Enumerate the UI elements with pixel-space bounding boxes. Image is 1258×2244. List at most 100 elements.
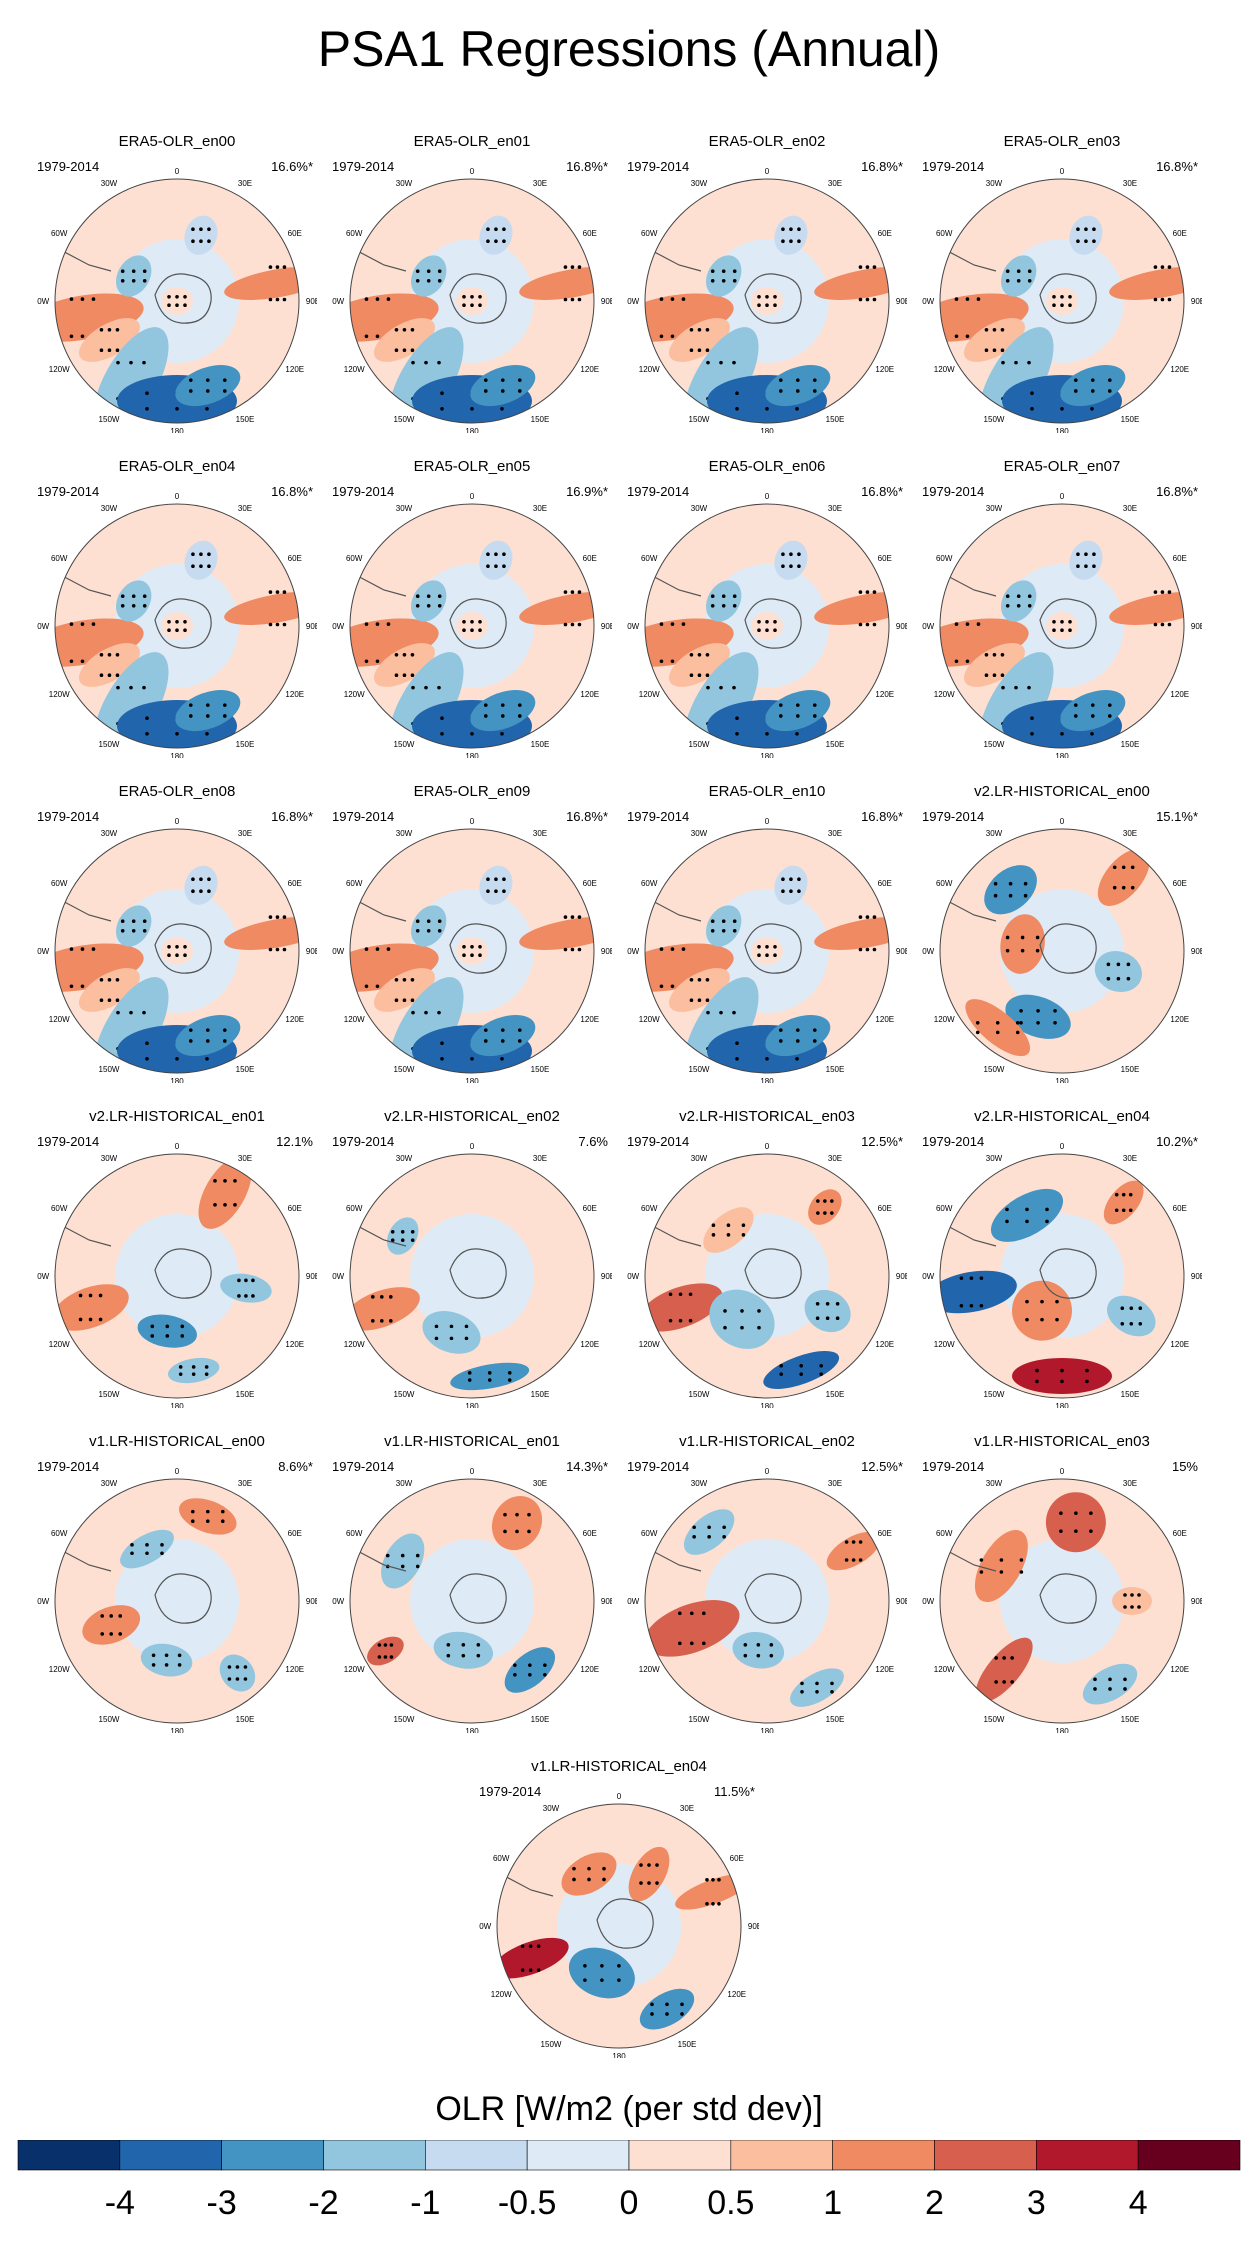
significance-dot bbox=[470, 953, 474, 957]
polar-map: 0 30E 60E 90E 120E 150E 180 150W 120W 90W 60W 30W bbox=[627, 167, 907, 433]
lon-label: 150W bbox=[99, 1715, 120, 1724]
significance-dot bbox=[486, 877, 490, 882]
significance-dot bbox=[426, 594, 431, 598]
lon-label: 120E bbox=[580, 690, 599, 699]
lon-label: 150W bbox=[99, 740, 120, 749]
panel-title: v1.LR-HISTORICAL_en04 bbox=[531, 1758, 707, 1775]
significance-dot bbox=[282, 622, 287, 627]
significance-dot bbox=[789, 877, 793, 882]
colorbar: -4 -3 -2 -1 -0.5 0 0.5 1 2 3 4 bbox=[17, 2140, 1241, 2222]
antarctica-coastline bbox=[1039, 923, 1097, 974]
lon-label: 60E bbox=[288, 554, 302, 563]
lon-label: 120E bbox=[1170, 1015, 1189, 1024]
significance-dot bbox=[765, 945, 769, 949]
significance-dot bbox=[789, 552, 793, 557]
significance-dot bbox=[486, 552, 490, 557]
significance-dot bbox=[1085, 1368, 1089, 1373]
significance-dot bbox=[1112, 865, 1117, 870]
significance-dot bbox=[411, 685, 415, 690]
significance-dot bbox=[954, 334, 959, 339]
significance-dot bbox=[500, 703, 505, 707]
significance-dot bbox=[769, 1643, 774, 1647]
panel-title: v2.LR-HISTORICAL_en04 bbox=[974, 1108, 1150, 1125]
field-anomaly bbox=[940, 1270, 1017, 1314]
significance-dot bbox=[411, 360, 415, 365]
significance-dot bbox=[386, 622, 391, 626]
lon-label: 120E bbox=[580, 1340, 599, 1349]
lon-label: 150E bbox=[236, 740, 255, 749]
significance-dot bbox=[1137, 1593, 1141, 1597]
figure-title: PSA1 Regressions (Annual) bbox=[317, 21, 941, 77]
field-anomaly bbox=[367, 1636, 404, 1666]
field-anomaly bbox=[137, 1314, 197, 1348]
lon-label: 30W bbox=[543, 1804, 560, 1813]
polar-map: 0 30E 60E 90E 120E 150E 180 150W 120W 90W 60W 30W bbox=[332, 1467, 612, 1733]
significance-dot bbox=[204, 1365, 209, 1369]
significance-dot bbox=[707, 1525, 711, 1530]
significance-dot bbox=[1128, 1208, 1133, 1213]
lon-label: 180 bbox=[465, 427, 479, 433]
significance-dot bbox=[464, 1324, 469, 1329]
significance-dot bbox=[1035, 1368, 1039, 1373]
lon-label: 90W bbox=[37, 1597, 50, 1606]
significance-dot bbox=[1090, 378, 1095, 382]
panel-title: v2.LR-HISTORICAL_en02 bbox=[384, 1108, 560, 1125]
significance-dot bbox=[975, 1021, 980, 1025]
significance-dot bbox=[175, 303, 179, 307]
field-anomaly bbox=[433, 1631, 494, 1669]
significance-dot bbox=[705, 653, 710, 657]
lon-label: 150W bbox=[689, 415, 710, 424]
significance-dot bbox=[697, 673, 702, 677]
significance-dot bbox=[178, 1365, 183, 1369]
significance-dot bbox=[470, 303, 474, 307]
significance-dot bbox=[1019, 1008, 1023, 1013]
significance-dot bbox=[1074, 1511, 1078, 1516]
significance-dot bbox=[765, 732, 769, 736]
significance-dot bbox=[222, 1028, 227, 1032]
significance-dot bbox=[1076, 227, 1080, 232]
significance-dot bbox=[1055, 1317, 1059, 1322]
map-panel: ERA5-OLR_en00 1979-2014 16.6%* 0 30E 60E 90E 12… bbox=[37, 133, 317, 433]
significance-dot bbox=[778, 389, 783, 393]
significance-dot bbox=[415, 594, 420, 598]
lon-label: 150E bbox=[1121, 740, 1140, 749]
significance-dot bbox=[500, 407, 504, 411]
significance-dot bbox=[797, 889, 801, 894]
field-anomaly bbox=[381, 1533, 425, 1589]
significance-dot bbox=[572, 1877, 576, 1882]
significance-dot bbox=[109, 1632, 114, 1636]
significance-dot bbox=[494, 877, 498, 882]
lon-label: 60W bbox=[936, 879, 953, 888]
significance-dot bbox=[781, 239, 785, 244]
significance-dot bbox=[1005, 1219, 1009, 1224]
significance-dot bbox=[1092, 564, 1096, 569]
significance-dot bbox=[167, 303, 171, 307]
significance-dot bbox=[385, 1553, 390, 1558]
significance-dot bbox=[120, 919, 125, 923]
significance-dot bbox=[410, 673, 415, 677]
significance-dot bbox=[1002, 1656, 1006, 1660]
significance-dot bbox=[69, 334, 74, 339]
lon-label: 30W bbox=[396, 179, 413, 188]
significance-dot bbox=[190, 1519, 195, 1524]
panel-variance-pct: 11.5%* bbox=[714, 1784, 755, 1799]
significance-dot bbox=[478, 620, 482, 624]
south-america-coastline bbox=[645, 571, 702, 597]
polar-map: 0 30E 60E 90E 120E 150E 180 150W 120W 90W 60W 30W bbox=[37, 1467, 317, 1733]
lon-label: 150E bbox=[1121, 1715, 1140, 1724]
lon-label: 90W bbox=[332, 1272, 345, 1281]
field-anomaly bbox=[1000, 914, 1045, 974]
lon-label: 30W bbox=[986, 829, 1003, 838]
lon-label: 180 bbox=[760, 1727, 774, 1733]
field-anomaly bbox=[808, 1189, 842, 1225]
significance-dot bbox=[1160, 590, 1165, 594]
significance-dot bbox=[697, 328, 702, 332]
significance-dot bbox=[705, 348, 710, 352]
significance-dot bbox=[131, 604, 136, 608]
lon-label: 90E bbox=[1191, 297, 1202, 306]
significance-dot bbox=[1023, 881, 1028, 886]
lon-label: 30E bbox=[238, 504, 252, 513]
significance-dot bbox=[639, 1881, 643, 1885]
significance-dot bbox=[434, 1324, 439, 1329]
panel-period: 1979-2014 bbox=[922, 159, 985, 174]
